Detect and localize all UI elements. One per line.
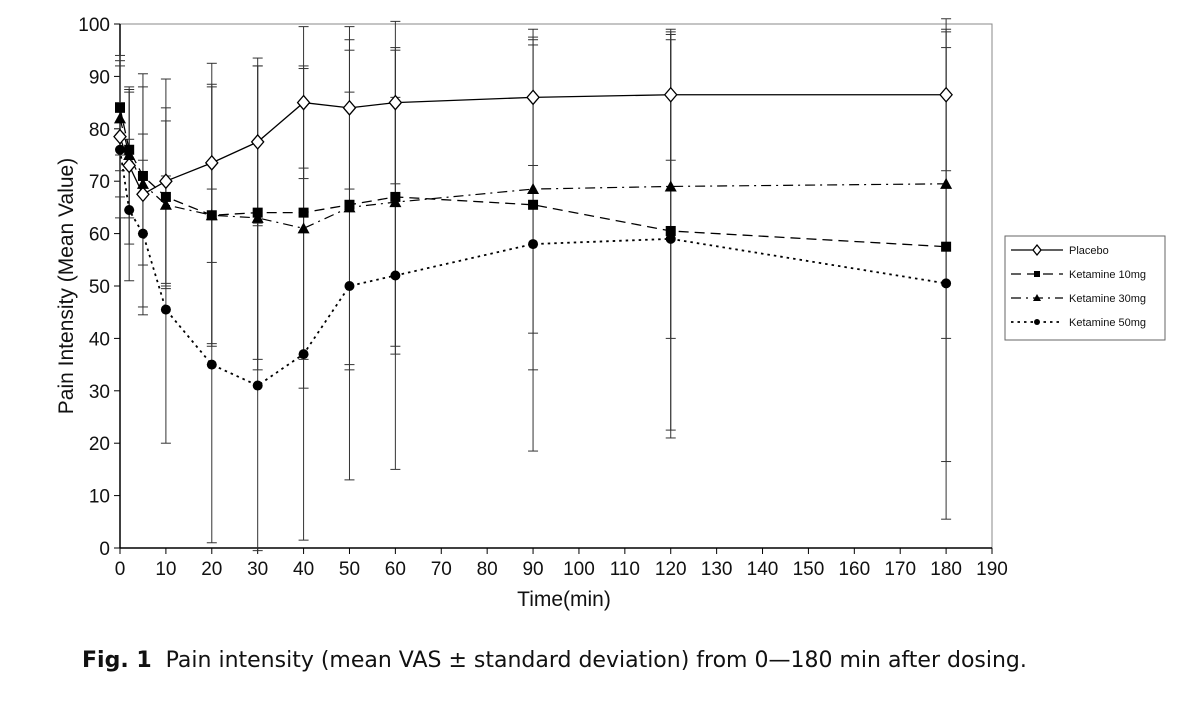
- x-tick-label: 170: [884, 559, 916, 580]
- x-tick-label: 30: [247, 559, 268, 580]
- x-tick-label: 100: [563, 559, 595, 580]
- data-point: [137, 170, 148, 181]
- data-point: [251, 211, 264, 223]
- x-tick-label: 80: [477, 559, 498, 580]
- x-tick-label: 130: [701, 559, 733, 580]
- legend-label: Ketamine 10mg: [1069, 269, 1146, 281]
- data-point: [527, 183, 540, 195]
- data-point: [160, 304, 171, 315]
- x-tick-label: 160: [838, 559, 870, 580]
- x-tick-label: 0: [115, 559, 126, 580]
- y-tick-label: 40: [89, 329, 110, 350]
- data-point: [1034, 319, 1040, 325]
- data-point: [159, 198, 172, 210]
- data-point: [136, 177, 149, 189]
- series-line: [119, 149, 947, 387]
- y-tick-label: 70: [89, 172, 110, 193]
- data-point: [665, 233, 676, 244]
- data-point: [298, 349, 309, 360]
- data-point: [205, 209, 218, 221]
- figure-caption: Fig. 1 Pain intensity (mean VAS ± standar…: [82, 648, 1027, 673]
- data-point: [663, 86, 678, 103]
- data-point: [941, 278, 952, 289]
- x-tick-label: 140: [747, 559, 779, 580]
- data-point: [252, 380, 263, 391]
- axes: 0 10 20 30 40 50 60 70 80 90 100 110 120 130 140 150 160…: [78, 15, 1008, 580]
- data-point: [160, 191, 171, 202]
- x-tick-label: 180: [930, 559, 962, 580]
- y-tick-label: 60: [89, 225, 110, 246]
- data-point: [1034, 271, 1040, 277]
- data-point: [206, 359, 217, 370]
- data-point: [528, 239, 539, 250]
- data-point: [114, 112, 126, 124]
- data-point: [389, 196, 402, 208]
- y-tick-label: 30: [89, 382, 110, 403]
- data-point: [941, 241, 952, 252]
- x-tick-label: 10: [155, 559, 176, 580]
- x-tick-label: 60: [385, 559, 406, 580]
- data-point: [664, 180, 677, 192]
- x-tick-label: 20: [201, 559, 222, 580]
- data-point: [343, 201, 356, 213]
- data-point: [115, 102, 125, 113]
- data-point: [528, 199, 539, 210]
- data-point: [342, 99, 357, 116]
- y-tick-label: 80: [89, 120, 110, 141]
- data-point: [1032, 243, 1042, 257]
- plot-area: [119, 23, 993, 549]
- chart: 0 10 20 30 40 50 60 70 80 90 100 110 120 130 140 150 160…: [55, 15, 1166, 611]
- data-point: [113, 128, 127, 145]
- caption-text: Pain intensity (mean VAS ± standard devi…: [165, 648, 1027, 673]
- y-tick-label: 20: [89, 434, 110, 455]
- y-tick-label: 10: [89, 487, 110, 508]
- data-point: [159, 173, 173, 190]
- x-tick-label: 50: [339, 559, 360, 580]
- data-point: [526, 89, 540, 106]
- data-point: [940, 177, 953, 189]
- series-markers: [113, 86, 953, 391]
- data-point: [1033, 294, 1041, 301]
- data-point: [296, 94, 311, 111]
- x-tick-label: 120: [655, 559, 687, 580]
- y-tick-label: 0: [99, 539, 110, 560]
- x-tick-label: 190: [976, 559, 1008, 580]
- caption-label: Fig. 1: [82, 648, 152, 673]
- data-point: [250, 133, 265, 150]
- x-tick-label: 40: [293, 559, 314, 580]
- data-point: [390, 270, 401, 281]
- data-point: [136, 186, 150, 203]
- data-point: [137, 228, 148, 239]
- y-tick-label: 50: [89, 277, 110, 298]
- legend-label: Placebo: [1069, 245, 1109, 257]
- data-point: [122, 157, 137, 174]
- data-point: [939, 86, 953, 103]
- data-point: [204, 154, 219, 171]
- x-axis-title: Time(min): [517, 588, 611, 611]
- y-tick-label: 90: [89, 67, 110, 88]
- y-axis-title: Pain Intensity (Mean Value): [55, 158, 78, 414]
- data-point: [665, 225, 676, 236]
- data-point: [124, 205, 135, 216]
- legend-label: Ketamine 30mg: [1069, 293, 1146, 305]
- x-tick-label: 110: [610, 559, 640, 580]
- legend: Placebo Ketamine 10mg Ketamine 30mg Ketamin…: [1004, 235, 1166, 341]
- data-point: [388, 94, 403, 111]
- data-point: [298, 207, 309, 218]
- data-point: [123, 149, 136, 160]
- x-tick-label: 150: [793, 559, 825, 580]
- y-tick-label: 100: [78, 15, 110, 36]
- x-tick-label: 90: [522, 559, 543, 580]
- x-tick-label: 70: [431, 559, 452, 580]
- data-point: [344, 281, 355, 291]
- data-point: [297, 222, 310, 234]
- data-point: [115, 144, 125, 155]
- legend-label: Ketamine 50mg: [1069, 317, 1146, 329]
